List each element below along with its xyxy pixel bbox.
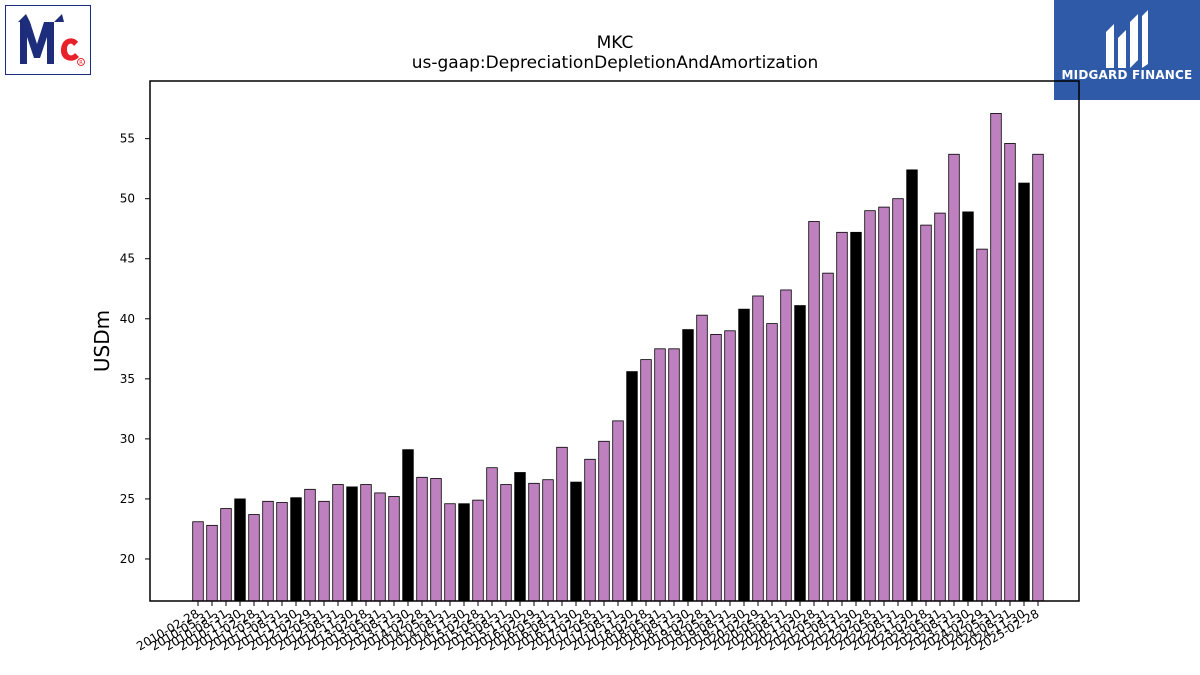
bar — [290, 497, 302, 602]
bar — [906, 169, 918, 602]
bar — [192, 521, 204, 602]
bar — [472, 499, 484, 602]
y-axis-label: USDm — [90, 310, 114, 372]
bar — [1018, 182, 1030, 602]
bars-group — [192, 113, 1044, 602]
bar — [640, 359, 652, 602]
bar — [304, 488, 316, 602]
chart-title: MKC — [597, 33, 634, 53]
bar — [374, 492, 386, 602]
y-tick-label: 55 — [120, 132, 135, 146]
bar — [976, 248, 988, 602]
bar — [318, 500, 330, 602]
bar — [444, 503, 456, 602]
bar — [458, 503, 470, 602]
bar — [612, 420, 624, 602]
bar — [808, 221, 820, 602]
bar — [962, 211, 974, 602]
y-tick-label: 40 — [120, 312, 135, 326]
bar — [990, 113, 1002, 602]
bar — [766, 323, 778, 602]
midgard-finance-wordmark: MIDGARD FINANCE — [1061, 68, 1193, 82]
bar — [206, 524, 218, 602]
bar — [696, 314, 708, 602]
midgard-finance-logo: MIDGARD FINANCE — [1054, 0, 1200, 100]
y-tick-label: 25 — [120, 492, 135, 506]
bar — [948, 153, 960, 602]
x-axis: 2010-02-282010-05-312010-08-312010-11-30… — [134, 601, 1042, 653]
bar — [556, 446, 568, 602]
y-tick-label: 45 — [120, 252, 135, 266]
bar — [430, 478, 442, 602]
bar — [850, 231, 862, 602]
svg-text:R: R — [79, 60, 83, 66]
bar — [514, 472, 526, 602]
bar — [584, 458, 596, 602]
bar — [752, 295, 764, 602]
bar — [794, 305, 806, 602]
bar — [346, 486, 358, 602]
bar — [892, 198, 904, 602]
bar — [276, 502, 288, 602]
bar — [822, 272, 834, 602]
bar — [360, 484, 372, 602]
bar — [920, 224, 932, 602]
bar — [598, 440, 610, 602]
mccormick-logo: R — [5, 5, 91, 75]
bar — [542, 479, 554, 602]
bar — [738, 308, 750, 602]
y-tick-label: 50 — [120, 192, 135, 206]
bar — [836, 231, 848, 602]
bar — [682, 329, 694, 602]
bar — [234, 498, 246, 602]
bar — [416, 476, 428, 602]
y-tick-label: 20 — [120, 552, 135, 566]
bar — [332, 484, 344, 602]
bar — [710, 333, 722, 602]
bar — [262, 500, 274, 602]
bar — [934, 212, 946, 602]
plot-frame — [149, 80, 1080, 602]
bar — [864, 210, 876, 602]
y-tick-label: 35 — [120, 372, 135, 386]
bar — [668, 348, 680, 602]
chart-subtitle: us-gaap:DepreciationDepletionAndAmortiza… — [412, 53, 819, 73]
bar — [626, 371, 638, 602]
bar — [780, 289, 792, 602]
bar — [500, 484, 512, 602]
y-axis: 20 25 30 35 40 45 50 55 — [120, 132, 150, 566]
bar — [878, 206, 890, 602]
bar — [724, 330, 736, 602]
bar — [654, 348, 666, 602]
bar — [402, 449, 414, 602]
bar — [220, 508, 232, 602]
bar — [388, 496, 400, 602]
bar — [528, 482, 540, 602]
bar — [1032, 153, 1044, 602]
bar — [486, 467, 498, 602]
bar — [1004, 143, 1016, 602]
bar — [570, 481, 582, 602]
bar — [248, 514, 260, 602]
y-tick-label: 30 — [120, 432, 135, 446]
